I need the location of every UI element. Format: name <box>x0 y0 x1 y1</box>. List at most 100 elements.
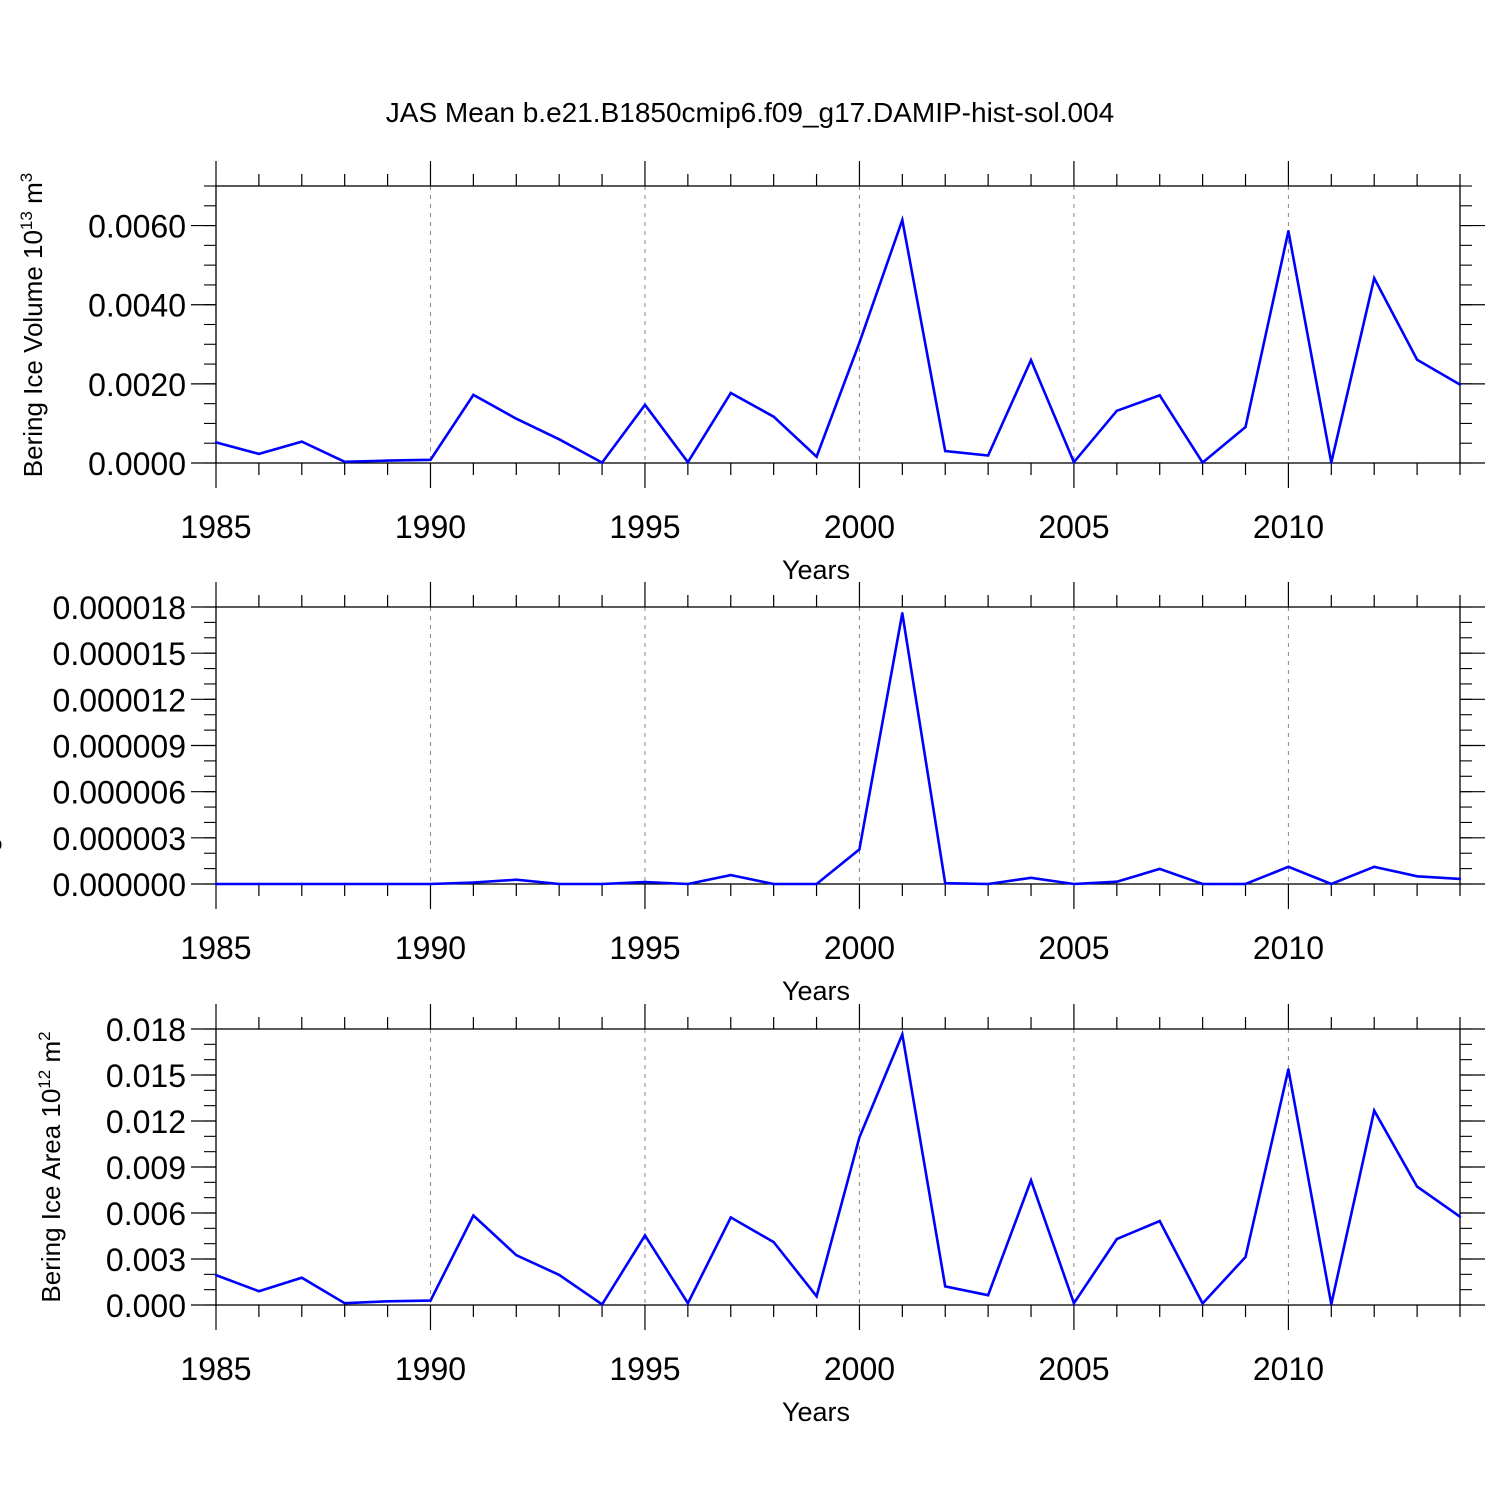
x-tick-label: 2010 <box>1253 509 1324 545</box>
x-tick-label: 2005 <box>1038 509 1109 545</box>
panel-2: 1985 1990 1995 2000 2005 2010 Years 0.000000 0.0… <box>0 582 1485 1006</box>
x-tick-label: 1990 <box>395 509 466 545</box>
data-point <box>686 1301 690 1305</box>
y-tick-label: 0.000006 <box>53 775 186 811</box>
data-point <box>1373 1109 1376 1112</box>
data-point <box>343 882 346 886</box>
x-tick-label: 2010 <box>1253 1351 1324 1387</box>
x-tick-label: 1990 <box>395 930 466 966</box>
plot-frame <box>215 185 1461 464</box>
x-tick-label: 1995 <box>609 509 680 545</box>
y-tick-label: 0.000 <box>106 1288 186 1324</box>
y-tick-label: 0.0040 <box>88 288 186 324</box>
x-tick-label: 2000 <box>824 930 895 966</box>
x-tick-label: 1985 <box>180 1351 251 1387</box>
y-tick-label: 0.000000 <box>53 867 186 903</box>
data-point <box>772 415 775 418</box>
data-point <box>1201 882 1204 886</box>
data-point <box>772 1240 775 1244</box>
data-point <box>1415 358 1419 361</box>
data-point <box>515 417 518 420</box>
x-tick-label: 2010 <box>1253 930 1324 966</box>
data-point <box>600 1303 604 1306</box>
data-point <box>1115 409 1119 412</box>
y-tick-label: 0.0060 <box>88 209 186 245</box>
data-point <box>1287 229 1290 233</box>
data-point <box>557 882 561 886</box>
data-point <box>515 878 518 881</box>
data-point <box>1029 358 1033 362</box>
data-point <box>901 218 904 222</box>
data-point <box>729 1216 732 1219</box>
y-tick-label: 0.0020 <box>88 367 186 403</box>
y-tick-label: 0.0000 <box>88 446 186 482</box>
data-point <box>1201 1302 1204 1305</box>
y-tick-label: 0.012 <box>106 1104 186 1140</box>
data-point <box>1458 1215 1462 1218</box>
x-tick-label: 1990 <box>395 1351 466 1387</box>
data-point <box>557 438 561 441</box>
data-point <box>429 1299 432 1302</box>
x-axis-label: Years <box>782 976 850 1006</box>
data-point <box>815 455 818 458</box>
data-point <box>1201 461 1204 464</box>
series-line <box>215 214 1461 465</box>
x-tick-label: 1985 <box>180 930 251 966</box>
data-point <box>643 1234 647 1237</box>
y-tick-label: 0.006 <box>106 1196 186 1232</box>
data-point <box>643 403 647 407</box>
plot-frame <box>215 1028 1461 1306</box>
data-point <box>986 882 990 886</box>
data-point <box>1072 882 1076 886</box>
data-point <box>472 881 475 884</box>
data-point <box>1330 461 1333 464</box>
data-point <box>257 882 261 886</box>
x-tick-label: 1995 <box>609 930 680 966</box>
x-tick-label: 2005 <box>1038 930 1109 966</box>
data-point <box>1244 882 1247 886</box>
data-point <box>472 393 475 397</box>
data-point <box>729 391 732 395</box>
data-point <box>386 1300 389 1303</box>
data-point <box>1458 877 1462 881</box>
data-point <box>729 873 732 877</box>
data-point <box>944 1285 947 1288</box>
data-point <box>257 452 261 456</box>
data-point <box>1072 461 1076 464</box>
data-point <box>986 454 990 457</box>
data-point <box>1373 865 1376 868</box>
y-tick-label: 0.000009 <box>53 729 186 765</box>
data-point <box>686 882 690 886</box>
x-tick-label: 2000 <box>824 509 895 545</box>
data-point <box>1115 1237 1119 1241</box>
data-point <box>214 441 218 444</box>
data-point <box>986 1293 990 1297</box>
y-axis-label: Bering Ice Area 1012 m2 <box>35 1031 66 1302</box>
data-point <box>600 461 604 464</box>
data-point <box>1330 1303 1333 1306</box>
y-tick-label: 0.000015 <box>53 636 186 672</box>
data-point <box>429 882 432 886</box>
data-point <box>1458 383 1462 386</box>
data-point <box>944 449 947 453</box>
data-point <box>1029 1179 1033 1182</box>
y-tick-label: 0.000018 <box>53 590 186 626</box>
data-point <box>643 880 647 884</box>
data-point <box>1244 1255 1247 1259</box>
data-point <box>1330 882 1333 886</box>
data-point <box>1158 867 1161 871</box>
data-point <box>944 882 947 885</box>
data-point <box>1158 1219 1161 1223</box>
data-point <box>901 1033 904 1036</box>
plot-frame <box>215 606 1461 885</box>
y-tick-label: 0.018 <box>106 1012 186 1048</box>
data-point <box>1115 880 1119 883</box>
data-point <box>1373 277 1376 280</box>
y-tick-label: 0.003 <box>106 1242 186 1278</box>
data-point <box>472 1214 475 1217</box>
data-point <box>1244 425 1247 429</box>
y-tick-label: 0.009 <box>106 1150 186 1186</box>
y-axis-label: Bering Ice Volume 1013 m3 <box>17 173 48 477</box>
data-point <box>1287 865 1290 868</box>
